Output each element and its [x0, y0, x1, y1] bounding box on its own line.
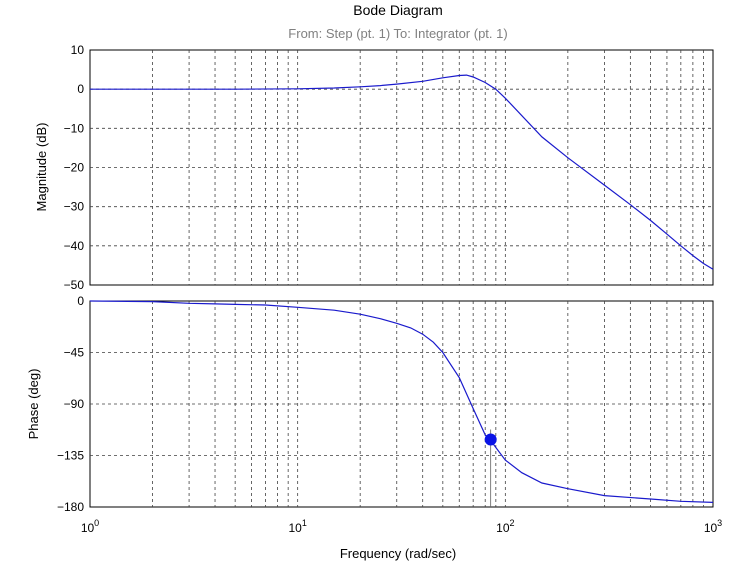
phase-plot-area	[89, 300, 714, 508]
x-axis-label: Frequency (rad/sec)	[340, 546, 456, 561]
data-marker[interactable]	[484, 433, 497, 446]
magnitude-ytick-label: 10	[71, 43, 85, 57]
x-tick-labels: 100 101 102 103	[81, 518, 722, 535]
phase-ylabel: Phase (deg)	[26, 369, 41, 440]
x-tick-label: 102	[496, 518, 514, 535]
phase-ytick-label: −135	[57, 449, 84, 463]
magnitude-trace	[90, 74, 714, 270]
magnitude-ytick-label: −30	[64, 200, 85, 214]
chart-title: Bode Diagram	[353, 2, 443, 18]
magnitude-ytick-label: 0	[77, 82, 84, 96]
x-tick-label: 103	[704, 518, 722, 535]
phase-trace	[89, 300, 714, 503]
magnitude-ylabel: Magnitude (dB)	[34, 123, 49, 212]
phase-ytick-label: −180	[57, 500, 84, 514]
magnitude-panel: 10 0 −10 −20 −30 −40 −50	[64, 43, 714, 292]
phase-panel: 0 −45 −90 −135 −180	[57, 294, 714, 514]
magnitude-ytick-label: −20	[64, 161, 85, 175]
magnitude-ytick-label: −10	[64, 121, 85, 135]
x-tick-label: 100	[81, 518, 99, 535]
x-tick-label: 101	[288, 518, 306, 535]
chart-subtitle: From: Step (pt. 1) To: Integrator (pt. 1…	[288, 26, 507, 41]
magnitude-ytick-label: −50	[64, 278, 85, 292]
phase-ytick-label: −90	[64, 397, 85, 411]
phase-ytick-label: 0	[77, 294, 84, 308]
phase-ytick-label: −45	[64, 346, 85, 360]
magnitude-ytick-label: −40	[64, 239, 85, 253]
